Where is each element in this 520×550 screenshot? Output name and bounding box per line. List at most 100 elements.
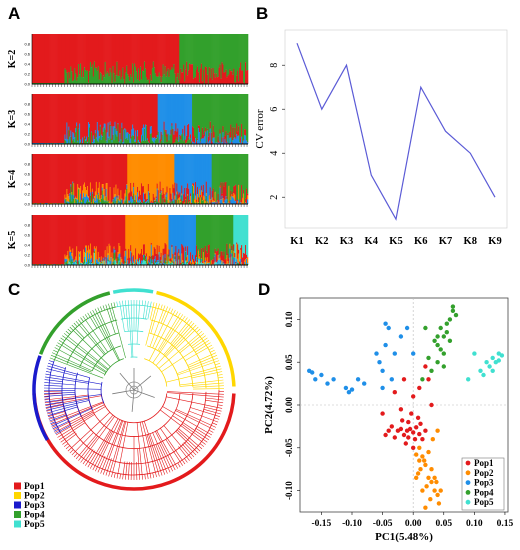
ancestry-bar bbox=[66, 122, 68, 144]
ancestry-bar bbox=[93, 61, 96, 84]
ancestry-bar bbox=[194, 198, 196, 200]
ancestry-bar bbox=[212, 188, 214, 201]
ancestry-bar bbox=[137, 186, 139, 193]
cv-xtick-label: K2 bbox=[315, 236, 328, 247]
ancestry-bar bbox=[246, 258, 248, 259]
ancestry-bar bbox=[80, 63, 82, 84]
ancestry-bar bbox=[116, 154, 118, 198]
ancestry-bar bbox=[135, 263, 137, 265]
ancestry-bar bbox=[221, 260, 223, 265]
ancestry-bar bbox=[165, 129, 167, 137]
pca-point bbox=[444, 330, 449, 335]
ancestry-bar bbox=[195, 262, 198, 265]
ancestry-bar bbox=[61, 203, 63, 204]
panel-label-a: A bbox=[8, 4, 21, 23]
ancestry-bar bbox=[63, 94, 65, 143]
ancestry-bar bbox=[238, 199, 240, 204]
tree-internal-arc bbox=[146, 345, 181, 387]
ancestry-bar bbox=[79, 123, 81, 144]
ancestry-bar bbox=[175, 94, 177, 124]
ancestry-bar bbox=[185, 251, 187, 261]
ancestry-bar bbox=[187, 34, 189, 76]
ancestry-bar bbox=[53, 154, 55, 203]
ancestry-bar bbox=[193, 94, 195, 128]
ancestry-bar bbox=[196, 66, 199, 84]
ancestry-bar bbox=[117, 195, 119, 199]
ancestry-bar bbox=[104, 154, 106, 197]
ancestry-bar bbox=[138, 215, 140, 254]
ancestry-bar bbox=[178, 194, 180, 199]
ancestry-bar bbox=[137, 202, 139, 204]
admixture-ytick-label: 0.8 bbox=[24, 42, 30, 47]
ancestry-bar bbox=[118, 215, 120, 244]
tree-clade-pop2 bbox=[144, 302, 225, 391]
ancestry-bar bbox=[124, 128, 126, 130]
ancestry-bar bbox=[124, 251, 126, 257]
ancestry-bar bbox=[95, 215, 98, 247]
ancestry-bar bbox=[212, 202, 214, 204]
ancestry-bar bbox=[140, 199, 142, 202]
tree-leaf-branch bbox=[92, 309, 120, 361]
ancestry-bar bbox=[224, 135, 226, 139]
ancestry-bar bbox=[72, 248, 74, 259]
ancestry-bar bbox=[76, 200, 78, 204]
ancestry-bar bbox=[189, 199, 191, 202]
ancestry-bar bbox=[120, 154, 122, 191]
ancestry-bar bbox=[87, 94, 90, 123]
ancestry-bar bbox=[213, 34, 215, 74]
ancestry-bar bbox=[196, 261, 199, 265]
pca-point bbox=[424, 484, 429, 489]
ancestry-bar bbox=[121, 94, 123, 123]
tree-group-arc-pop3 bbox=[32, 355, 49, 441]
ancestry-bar bbox=[145, 215, 148, 254]
ancestry-bar bbox=[53, 215, 55, 264]
ancestry-bar bbox=[44, 34, 47, 83]
ancestry-bar bbox=[91, 34, 94, 65]
ancestry-bar bbox=[237, 215, 239, 245]
tree-legend-swatch bbox=[14, 482, 21, 490]
pca-point bbox=[383, 342, 388, 348]
ancestry-bar bbox=[108, 259, 110, 261]
ancestry-bar bbox=[215, 262, 217, 265]
ancestry-bar bbox=[109, 187, 111, 204]
ancestry-bar bbox=[82, 215, 84, 264]
ancestry-bar bbox=[38, 215, 41, 264]
ancestry-bar bbox=[135, 259, 137, 263]
ancestry-bar bbox=[62, 34, 64, 83]
ancestry-bar bbox=[202, 263, 205, 265]
ancestry-bar bbox=[225, 258, 227, 264]
ancestry-bar bbox=[97, 34, 100, 67]
ancestry-bar bbox=[137, 261, 139, 265]
pca-point bbox=[418, 421, 423, 426]
ancestry-bar bbox=[172, 68, 174, 84]
ancestry-bar bbox=[86, 70, 89, 84]
ancestry-bar bbox=[135, 195, 137, 201]
ancestry-bar bbox=[205, 215, 208, 251]
ancestry-bar bbox=[32, 34, 35, 83]
ancestry-bar bbox=[51, 215, 53, 264]
ancestry-bar bbox=[235, 135, 237, 139]
ancestry-bar bbox=[237, 135, 239, 144]
ancestry-bar bbox=[175, 261, 177, 265]
ancestry-bar bbox=[198, 215, 201, 255]
tree-leaf-branch bbox=[127, 300, 133, 358]
pca-point bbox=[428, 497, 433, 502]
ancestry-bar bbox=[174, 34, 176, 74]
ancestry-bar bbox=[236, 259, 238, 265]
ancestry-bar bbox=[129, 134, 131, 143]
ancestry-bar bbox=[59, 94, 61, 143]
ancestry-bar bbox=[194, 77, 196, 84]
ancestry-bar bbox=[122, 154, 124, 204]
ancestry-bar bbox=[96, 259, 99, 265]
ancestry-bar bbox=[64, 263, 66, 265]
ancestry-bar bbox=[137, 154, 139, 187]
ancestry-bar bbox=[32, 94, 34, 143]
ancestry-bar bbox=[81, 201, 83, 204]
ancestry-bar bbox=[182, 34, 184, 73]
pca-point bbox=[472, 351, 477, 356]
ancestry-bar bbox=[176, 137, 178, 144]
ancestry-bar bbox=[200, 154, 203, 186]
ancestry-bar bbox=[233, 68, 235, 84]
ancestry-bar bbox=[32, 154, 34, 203]
ancestry-bar bbox=[86, 261, 88, 265]
